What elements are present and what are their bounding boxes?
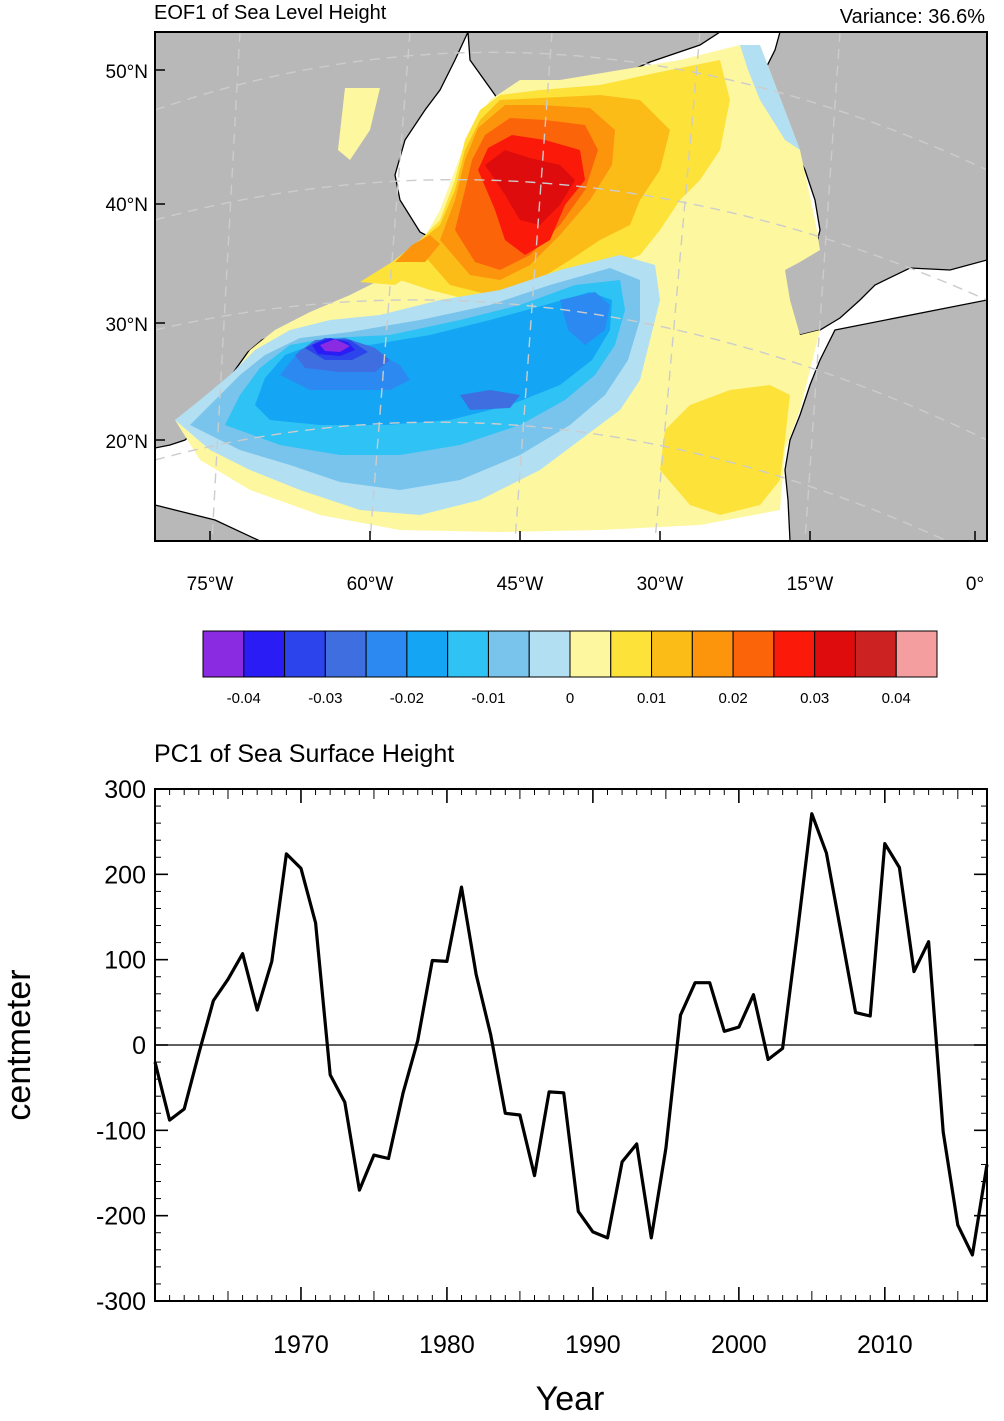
y-minor-ticks	[155, 805, 987, 1285]
lon-label-45w: 45°W	[497, 574, 544, 595]
contour-pos-east	[660, 385, 790, 515]
colorbar-box-15	[814, 630, 856, 678]
x-tick-label: 2000	[711, 1331, 767, 1359]
colorbar-label: 0.02	[719, 690, 748, 707]
colorbar-box-13	[732, 630, 775, 678]
x-tick-label: 1990	[565, 1331, 621, 1359]
contour-neg-10	[460, 390, 520, 410]
lat-labels: 50°N 40°N 30°N 20°N	[106, 62, 148, 453]
map-title: EOF1 of Sea Level Height	[154, 2, 387, 24]
colorbar-box-10	[610, 630, 653, 678]
sea-level-field	[175, 45, 820, 532]
lat-label-50n: 50°N	[106, 62, 148, 83]
lon-label-15w: 15°W	[787, 574, 834, 595]
y-tick-label: 300	[104, 776, 146, 804]
graticule	[155, 32, 987, 541]
colorbar-label: 0.03	[800, 690, 829, 707]
land-masses	[155, 32, 987, 541]
pc1-chart: PC1 of Sea Surface Height 300 200 100 0 -100…	[0, 740, 989, 1418]
subarctic-light-blue	[740, 45, 800, 150]
lat-label-20n: 20°N	[106, 432, 148, 453]
lon-labels: 75°W 60°W 45°W 30°W 15°W 0°	[187, 574, 984, 595]
lon-ticks	[209, 531, 976, 541]
lon-label-30w: 30°W	[637, 574, 684, 595]
lat-label-30n: 30°N	[106, 315, 148, 336]
y-axis-title: centmeter	[0, 969, 38, 1120]
x-ticks	[169, 789, 988, 1301]
contour-006	[485, 150, 575, 225]
map-frame	[154, 31, 988, 542]
colorbar-box-14	[773, 630, 816, 678]
lat-label-40n: 40°N	[106, 195, 148, 216]
colorbar	[202, 630, 938, 678]
south-america-land	[155, 504, 261, 541]
pc1-title: PC1 of Sea Surface Height	[154, 740, 454, 768]
colorbar-box-5	[406, 630, 449, 678]
colorbar-box-8	[528, 630, 571, 678]
y-tick-labels: 300 200 100 0 -100 -200 -300	[96, 776, 146, 1316]
y-tick-label: 0	[132, 1032, 146, 1060]
colorbar-label: -0.03	[308, 690, 342, 707]
y-tick-label: -300	[96, 1288, 146, 1316]
colorbar-label: -0.04	[227, 690, 261, 707]
contour-neg-3	[255, 292, 612, 425]
colorbar-label: 0.04	[882, 690, 911, 707]
colorbar-box-12	[691, 630, 734, 678]
colorbar-box-3	[324, 630, 367, 678]
x-tick-label: 1970	[273, 1331, 329, 1359]
eof-map: EOF1 of Sea Level Height Variance: 36.6%	[106, 2, 988, 595]
y-tick-label: -100	[96, 1117, 146, 1145]
colorbar-box-4	[365, 630, 408, 678]
y-major-ticks	[155, 788, 987, 1302]
contour-pos-rim2	[395, 235, 440, 262]
lon-label-60w: 60°W	[347, 574, 394, 595]
colorbar-box-17	[895, 630, 938, 678]
colorbar-box-1	[243, 630, 286, 678]
y-tick-label: 100	[104, 947, 146, 975]
x-tick-label: 2010	[857, 1331, 913, 1359]
x-tick-label: 1980	[419, 1331, 475, 1359]
variance-annotation: Variance: 36.6%	[840, 6, 985, 28]
lon-label-0: 0°	[966, 574, 984, 595]
colorbar-box-0	[202, 630, 245, 678]
colorbar-labels: -0.04 -0.03 -0.02 -0.01 0 0.01 0.02 0.03 0.04	[227, 690, 911, 707]
y-tick-label: 200	[104, 861, 146, 889]
lon-label-75w: 75°W	[187, 574, 234, 595]
colorbar-box-11	[651, 630, 693, 678]
colorbar-label: -0.01	[471, 690, 505, 707]
pc1-series-line	[153, 812, 989, 1257]
colorbar-label: -0.02	[390, 690, 424, 707]
lat-ticks	[155, 69, 165, 441]
colorbar-label: 0	[566, 690, 574, 707]
x-axis-title: Year	[536, 1380, 605, 1418]
contour-neg-9	[320, 339, 350, 352]
africa-land	[784, 299, 987, 541]
colorbar-box-16	[854, 630, 897, 678]
x-tick-labels: 1970 1980 1990 2000 2010	[273, 1331, 912, 1359]
colorbar-box-9	[569, 630, 612, 678]
contour-neg-5	[560, 292, 610, 345]
colorbar-box-7	[487, 630, 530, 678]
baffin-patch	[338, 88, 380, 160]
colorbar-box-6	[447, 630, 489, 678]
colorbar-box-2	[284, 630, 326, 678]
y-tick-label: -200	[96, 1203, 146, 1231]
colorbar-label: 0.01	[637, 690, 666, 707]
